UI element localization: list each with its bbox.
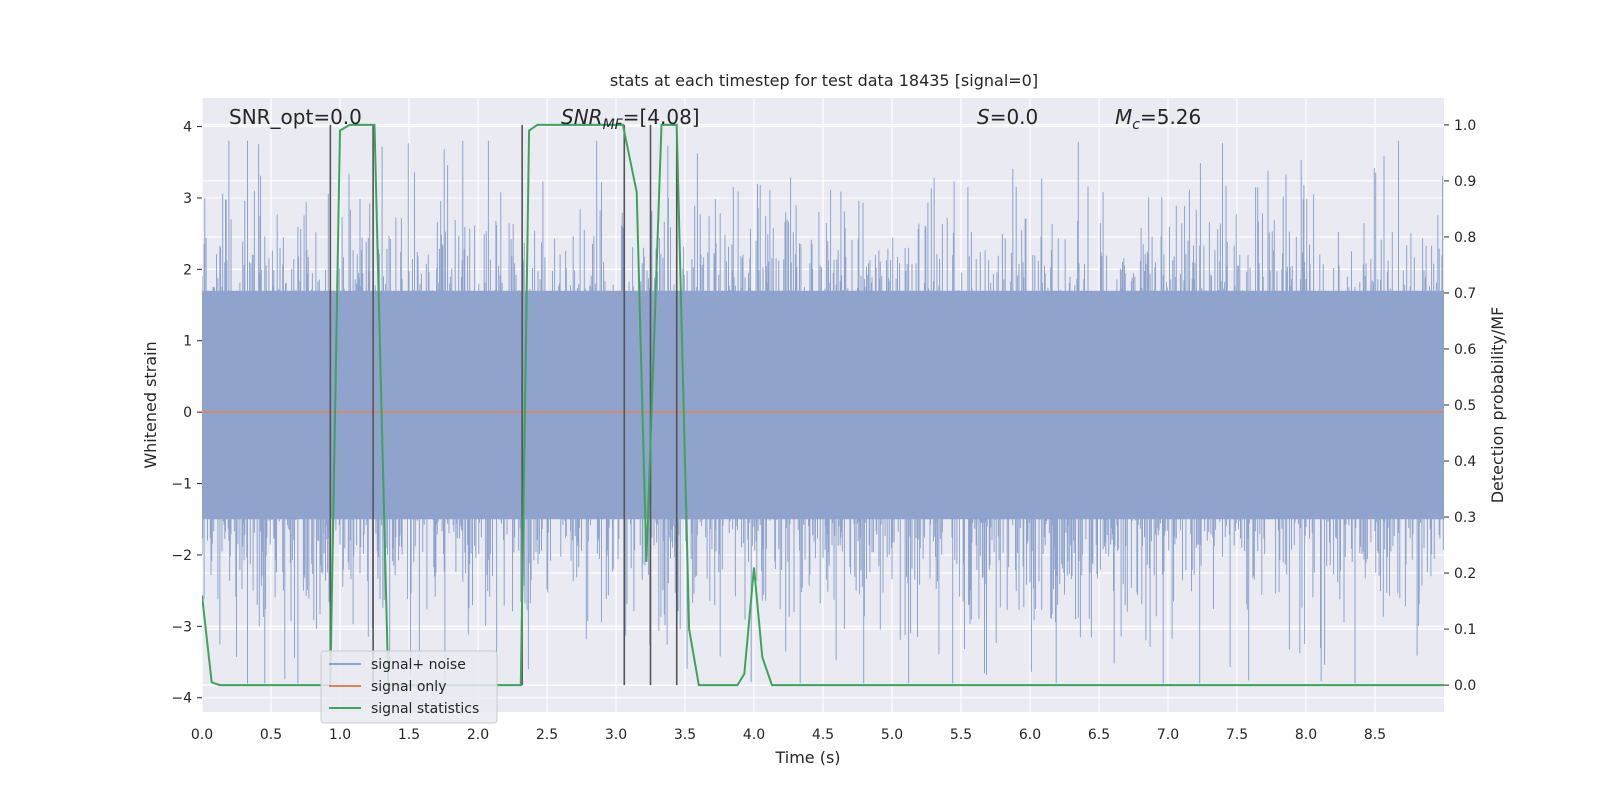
snr-mf-annotation: SNRMF=[4.08] [561, 105, 700, 133]
x-tick-label: 4.0 [743, 727, 765, 743]
y2-tick-label: 0.3 [1454, 510, 1476, 526]
x-tick-label: 2.0 [467, 727, 489, 743]
x-axis-ticks: 0.0 0.5 1.0 1.5 2.0 2.5 3.0 3.5 4.0 4.5 5.0 5.5 6.0 6… [191, 727, 1386, 743]
s-symbol: S [977, 105, 990, 129]
y-tick-label: −1 [171, 477, 192, 493]
y2-axis-label: Detection probability/MF [1488, 307, 1507, 504]
y-tick-label: 4 [183, 120, 192, 136]
snr-opt-annotation: SNR_opt=0.0 [229, 105, 362, 129]
x-tick-label: 1.5 [398, 727, 420, 743]
y-tick-label: 0 [183, 405, 192, 421]
y2-tick-label: 0.1 [1454, 622, 1476, 638]
y-tick-label: 1 [183, 334, 192, 350]
x-tick-label: 2.5 [536, 727, 558, 743]
y2-tick-label: 0.0 [1454, 678, 1476, 694]
x-axis-label: Time (s) [774, 748, 840, 767]
x-tick-label: 5.5 [950, 727, 972, 743]
x-tick-label: 7.0 [1157, 727, 1179, 743]
legend-label-noise: signal+ noise [371, 657, 466, 673]
x-tick-label: 4.5 [812, 727, 834, 743]
x-tick-label: 8.5 [1364, 727, 1386, 743]
legend-box [320, 650, 498, 724]
y-axis-label: Whitened strain [141, 341, 160, 468]
y-tick-label: 2 [183, 262, 192, 278]
snr-mf-subscript: MF [603, 117, 624, 133]
snr-mf-base: SNR [561, 105, 603, 129]
x-tick-label: 3.5 [674, 727, 696, 743]
signal-statistics-line [202, 123, 1444, 687]
y2-tick-label: 0.5 [1454, 398, 1476, 414]
chart-title: stats at each timestep for test data 184… [610, 71, 1038, 90]
legend: signal+ noise signal only signal statist… [320, 650, 498, 724]
y2-tick-label: 1.0 [1454, 118, 1476, 134]
y-tick-label: −2 [171, 548, 192, 564]
y2-tick-label: 0.8 [1454, 230, 1476, 246]
x-tick-label: 0.5 [260, 727, 282, 743]
snr-mf-value: =[4.08] [623, 105, 700, 129]
s-value: =0.0 [990, 105, 1039, 129]
x-tick-label: 3.0 [605, 727, 627, 743]
mc-annotation: Mc=5.26 [1115, 105, 1201, 133]
x-tick-label: 5.0 [881, 727, 903, 743]
x-tick-label: 6.5 [1088, 727, 1110, 743]
y2-tick-label: 0.6 [1454, 342, 1476, 358]
y-axis-ticks: 4 3 2 1 0 −1 −2 −3 −4 [171, 120, 202, 707]
mc-subscript: c [1132, 117, 1140, 133]
y-tick-label: −3 [171, 619, 192, 635]
x-tick-label: 8.0 [1295, 727, 1317, 743]
mc-base: M [1115, 105, 1132, 129]
y2-axis-ticks: 1.0 0.9 0.8 0.7 0.6 0.5 0.4 0.3 0.2 0.1 0.0 [1444, 118, 1476, 694]
x-tick-label: 7.5 [1226, 727, 1248, 743]
x-tick-label: 1.0 [329, 727, 351, 743]
legend-label-signal: signal only [371, 679, 446, 695]
x-tick-label: 0.0 [191, 727, 213, 743]
y2-tick-label: 0.7 [1454, 286, 1476, 302]
y2-tick-label: 0.9 [1454, 174, 1476, 190]
s-annotation: S=0.0 [977, 105, 1038, 129]
x-tick-label: 6.0 [1019, 727, 1041, 743]
y-tick-label: −4 [171, 691, 192, 707]
y2-tick-label: 0.2 [1454, 566, 1476, 582]
y2-tick-label: 0.4 [1454, 454, 1476, 470]
signal-noise-series [202, 140, 1444, 684]
legend-label-statistics: signal statistics [371, 701, 479, 717]
y-tick-label: 3 [183, 191, 192, 207]
mc-value: =5.26 [1140, 105, 1201, 129]
